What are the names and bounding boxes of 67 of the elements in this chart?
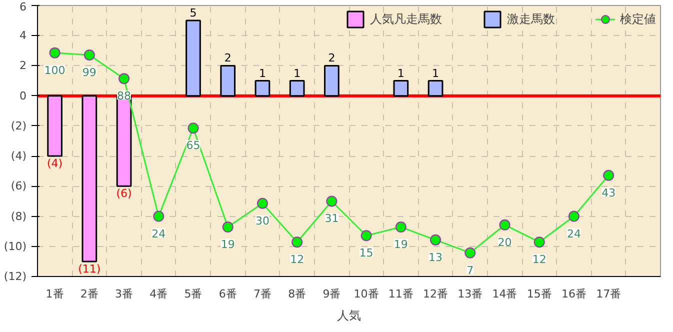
bar: [324, 64, 340, 97]
data-label: 1: [432, 66, 440, 80]
data-label: 24: [152, 227, 166, 240]
data-label: 65: [186, 139, 200, 152]
x-tick-label: 13番: [458, 288, 483, 300]
y-tick-label: (6): [10, 180, 27, 193]
bar: [254, 80, 270, 97]
x-axis-title: 人気: [337, 308, 361, 322]
data-label: 7: [466, 264, 474, 277]
x-tick-label: 2番: [80, 288, 98, 300]
data-label: 20: [498, 236, 512, 249]
data-label: 1: [258, 66, 266, 80]
data-label: 2: [328, 52, 336, 65]
y-tick-label: (12): [4, 270, 27, 283]
x-tick-label: 4番: [150, 288, 168, 300]
data-label: 1: [397, 66, 404, 80]
y-tick-label: 4: [20, 29, 26, 42]
x-tick-label: 15番: [526, 288, 552, 300]
data-label: 15: [359, 246, 374, 260]
data-label: (11): [78, 262, 101, 276]
x-tick-label: 1番: [46, 288, 64, 300]
x-tick-label: 16番: [561, 288, 586, 300]
data-label: 43: [602, 186, 616, 200]
x-tick-label: 8番: [288, 288, 306, 300]
bar: [82, 95, 98, 262]
data-label: 99: [82, 66, 96, 79]
data-label: 12: [290, 253, 304, 266]
legend-label: 激走馬数: [507, 10, 555, 28]
data-label: (4): [47, 157, 63, 170]
bar: [289, 80, 305, 97]
data-label: 24: [566, 227, 581, 240]
y-tick-label: (8): [10, 210, 27, 223]
data-label: 2: [224, 52, 232, 65]
x-tick-label: 11番: [388, 288, 414, 300]
legend-label: 検定値: [620, 10, 656, 28]
data-label: 12: [532, 253, 546, 266]
x-tick-label: 9番: [322, 288, 341, 300]
y-tick-label: 0: [20, 89, 26, 102]
x-tick-label: 14番: [492, 288, 518, 300]
y-tick-label: 6: [20, 0, 26, 14]
y-tick-label: (10): [4, 240, 27, 253]
bar: [428, 80, 444, 97]
x-tick-label: 12番: [423, 288, 448, 300]
data-label: 19: [220, 238, 235, 252]
x-tick-label: 10番: [354, 288, 379, 300]
x-tick-label: 17番: [596, 288, 622, 300]
bar: [393, 80, 409, 97]
bar: [47, 95, 62, 157]
data-label: 1: [294, 66, 301, 80]
y-tick-label: (2): [10, 119, 27, 132]
y-tick-label: (4): [10, 150, 27, 163]
x-tick-label: 7番: [253, 288, 272, 300]
data-label: 88: [117, 90, 132, 103]
x-tick-label: 6番: [218, 288, 237, 300]
bar: [186, 20, 201, 97]
data-label: 19: [394, 238, 408, 252]
data-label: 31: [324, 212, 339, 226]
data-label: (6): [116, 187, 132, 200]
bar: [220, 64, 236, 97]
data-label: 100: [44, 64, 66, 77]
y-tick-label: 2: [20, 59, 26, 72]
data-label: 13: [428, 250, 443, 264]
x-tick-label: 5番: [184, 288, 202, 300]
legend-label: 人気凡走馬数: [370, 10, 442, 28]
data-label: 5: [190, 6, 197, 20]
data-label: 30: [255, 214, 270, 228]
x-tick-label: 3番: [115, 288, 134, 300]
